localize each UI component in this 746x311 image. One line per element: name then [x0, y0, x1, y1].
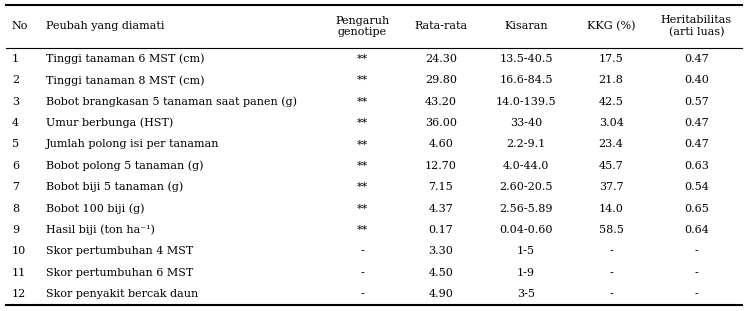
Text: 0.47: 0.47: [684, 139, 709, 149]
Text: 37.7: 37.7: [599, 182, 624, 192]
Text: 4.50: 4.50: [428, 268, 454, 278]
Text: 5: 5: [12, 139, 19, 149]
Text: -: -: [609, 289, 613, 299]
Text: 3.04: 3.04: [599, 118, 624, 128]
Text: Tinggi tanaman 6 MST (cm): Tinggi tanaman 6 MST (cm): [46, 53, 204, 64]
Text: 14.0-139.5: 14.0-139.5: [495, 97, 557, 107]
Text: **: **: [357, 204, 369, 214]
Text: 3.30: 3.30: [428, 246, 454, 256]
Text: 13.5-40.5: 13.5-40.5: [499, 54, 553, 64]
Text: 4: 4: [12, 118, 19, 128]
Text: 21.8: 21.8: [599, 75, 624, 85]
Text: Hasil biji (ton ha⁻¹): Hasil biji (ton ha⁻¹): [46, 225, 154, 235]
Text: **: **: [357, 54, 369, 64]
Text: Peubah yang diamati: Peubah yang diamati: [46, 21, 164, 31]
Text: 36.00: 36.00: [425, 118, 457, 128]
Text: -: -: [360, 289, 364, 299]
Text: -: -: [695, 289, 698, 299]
Text: 0.54: 0.54: [684, 182, 709, 192]
Text: 43.20: 43.20: [425, 97, 457, 107]
Text: Jumlah polong isi per tanaman: Jumlah polong isi per tanaman: [46, 139, 219, 149]
Text: 2.56-5.89: 2.56-5.89: [499, 204, 553, 214]
Text: 23.4: 23.4: [599, 139, 624, 149]
Text: -: -: [609, 246, 613, 256]
Text: 3-5: 3-5: [517, 289, 535, 299]
Text: -: -: [695, 246, 698, 256]
Text: Rata-rata: Rata-rata: [414, 21, 468, 31]
Text: Skor pertumbuhan 4 MST: Skor pertumbuhan 4 MST: [46, 246, 192, 256]
Text: Skor penyakit bercak daun: Skor penyakit bercak daun: [46, 289, 198, 299]
Text: Bobot biji 5 tanaman (g): Bobot biji 5 tanaman (g): [46, 182, 183, 193]
Text: -: -: [360, 246, 364, 256]
Text: 58.5: 58.5: [599, 225, 624, 235]
Text: 0.65: 0.65: [684, 204, 709, 214]
Text: 4.37: 4.37: [428, 204, 454, 214]
Text: 42.5: 42.5: [599, 97, 624, 107]
Text: 1: 1: [12, 54, 19, 64]
Text: Skor pertumbuhan 6 MST: Skor pertumbuhan 6 MST: [46, 268, 192, 278]
Text: -: -: [360, 268, 364, 278]
Text: **: **: [357, 118, 369, 128]
Text: 17.5: 17.5: [599, 54, 624, 64]
Text: Umur berbunga (HST): Umur berbunga (HST): [46, 118, 173, 128]
Text: Tinggi tanaman 8 MST (cm): Tinggi tanaman 8 MST (cm): [46, 75, 204, 86]
Text: KKG (%): KKG (%): [587, 21, 636, 32]
Text: Bobot 100 biji (g): Bobot 100 biji (g): [46, 203, 144, 214]
Text: Bobot brangkasan 5 tanaman saat panen (g): Bobot brangkasan 5 tanaman saat panen (g…: [46, 96, 296, 107]
Text: Pengaruh
genotipe: Pengaruh genotipe: [336, 16, 389, 37]
Text: No: No: [12, 21, 28, 31]
Text: 1-9: 1-9: [517, 268, 535, 278]
Text: **: **: [357, 139, 369, 149]
Text: 11: 11: [12, 268, 26, 278]
Text: 4.90: 4.90: [428, 289, 454, 299]
Text: 0.04-0.60: 0.04-0.60: [499, 225, 553, 235]
Text: 7: 7: [12, 182, 19, 192]
Text: 2.2-9.1: 2.2-9.1: [507, 139, 545, 149]
Text: -: -: [609, 268, 613, 278]
Text: **: **: [357, 225, 369, 235]
Text: 2.60-20.5: 2.60-20.5: [499, 182, 553, 192]
Text: 29.80: 29.80: [425, 75, 457, 85]
Text: **: **: [357, 161, 369, 171]
Text: Bobot polong 5 tanaman (g): Bobot polong 5 tanaman (g): [46, 160, 203, 171]
Text: 14.0: 14.0: [599, 204, 624, 214]
Text: 10: 10: [12, 246, 26, 256]
Text: Kisaran: Kisaran: [504, 21, 548, 31]
Text: 12: 12: [12, 289, 26, 299]
Text: 9: 9: [12, 225, 19, 235]
Text: 4.0-44.0: 4.0-44.0: [503, 161, 549, 171]
Text: 3: 3: [12, 97, 19, 107]
Text: 0.40: 0.40: [684, 75, 709, 85]
Text: 45.7: 45.7: [599, 161, 624, 171]
Text: **: **: [357, 97, 369, 107]
Text: 0.57: 0.57: [684, 97, 709, 107]
Text: 8: 8: [12, 204, 19, 214]
Text: 0.47: 0.47: [684, 54, 709, 64]
Text: 24.30: 24.30: [425, 54, 457, 64]
Text: 33-40: 33-40: [510, 118, 542, 128]
Text: 7.15: 7.15: [428, 182, 454, 192]
Text: **: **: [357, 75, 369, 85]
Text: 1-5: 1-5: [517, 246, 535, 256]
Text: 4.60: 4.60: [428, 139, 454, 149]
Text: **: **: [357, 182, 369, 192]
Text: 0.63: 0.63: [684, 161, 709, 171]
Text: 6: 6: [12, 161, 19, 171]
Text: 12.70: 12.70: [425, 161, 457, 171]
Text: 2: 2: [12, 75, 19, 85]
Text: Heritabilitas
(arti luas): Heritabilitas (arti luas): [661, 16, 732, 37]
Text: 0.17: 0.17: [428, 225, 454, 235]
Text: 0.47: 0.47: [684, 118, 709, 128]
Text: 0.64: 0.64: [684, 225, 709, 235]
Text: -: -: [695, 268, 698, 278]
Text: 16.6-84.5: 16.6-84.5: [499, 75, 553, 85]
